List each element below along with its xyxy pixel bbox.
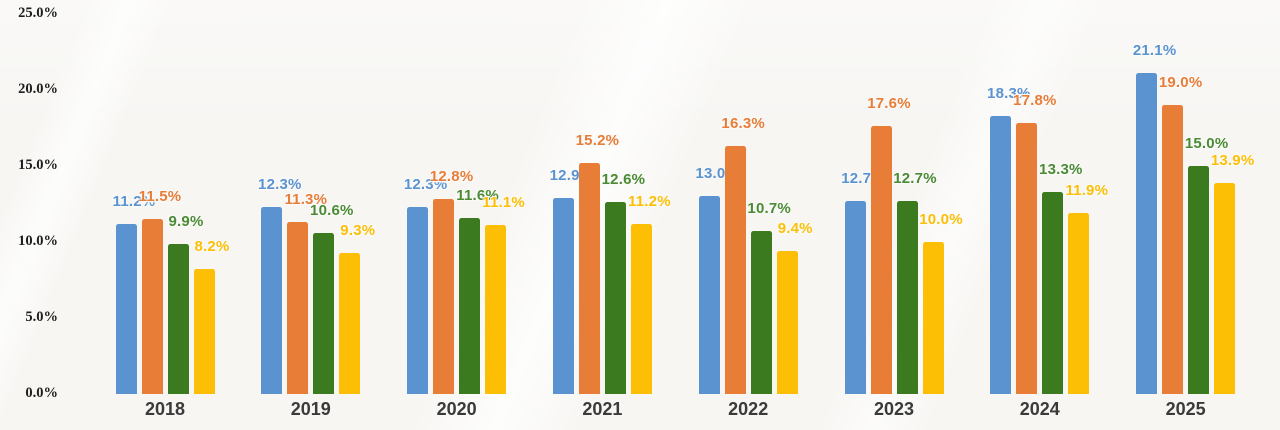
bar-orange-2023 — [870, 126, 892, 394]
bar-orange-2019 — [287, 222, 309, 394]
bar-green-2023 — [896, 200, 918, 394]
value-label-green-2022: 10.7% — [747, 200, 791, 218]
bar-blue-2018 — [115, 223, 137, 394]
value-label-green-2020: 11.6% — [456, 186, 499, 204]
bar-yellow-2019 — [339, 252, 361, 394]
bar-orange-2024 — [1016, 123, 1038, 394]
value-label-orange-2023: 17.6% — [867, 95, 911, 113]
x-axis-label-2022: 2022 — [728, 399, 769, 419]
value-label-blue-2024: 18.3% — [987, 84, 1031, 102]
bar-green-2018 — [167, 243, 189, 394]
value-label-yellow-2022: 9.4% — [777, 220, 813, 238]
value-label-green-2019: 10.6% — [310, 201, 354, 219]
bar-yellow-2022 — [776, 251, 798, 394]
value-label-orange-2025: 19.0% — [1158, 74, 1203, 92]
y-axis-tick-25-0pct: 25.0% — [18, 5, 58, 21]
value-label-yellow-2023: 10.0% — [919, 211, 963, 228]
x-axis-label-2019: 2019 — [290, 399, 331, 419]
bar-orange-2020 — [433, 199, 455, 394]
value-label-green-2023: 12.7% — [893, 169, 937, 187]
bar-yellow-2025 — [1214, 182, 1236, 394]
value-label-blue-2020: 12.3% — [403, 176, 448, 194]
bar-yellow-2020 — [485, 225, 507, 394]
bar-yellow-2021 — [630, 223, 652, 394]
bar-green-2022 — [750, 231, 772, 394]
value-label-yellow-2024: 11.9% — [1065, 182, 1109, 200]
bar-orange-2022 — [724, 146, 746, 394]
bar-blue-2021 — [552, 197, 574, 394]
bar-yellow-2023 — [922, 242, 944, 394]
bar-blue-2025 — [1136, 73, 1158, 394]
bar-yellow-2024 — [1068, 213, 1090, 394]
bar-yellow-2018 — [193, 269, 215, 394]
value-label-yellow-2025: 13.9% — [1210, 151, 1255, 169]
y-axis-tick-15-0pct: 15.0% — [18, 157, 58, 173]
value-label-orange-2021: 15.2% — [575, 131, 620, 149]
value-label-blue-2025: 21.1% — [1132, 42, 1177, 60]
value-label-green-2018: 9.9% — [168, 212, 204, 230]
x-axis-label-2018: 2018 — [144, 399, 186, 419]
value-label-orange-2020: 12.8% — [429, 168, 474, 186]
value-label-yellow-2019: 9.3% — [340, 221, 376, 239]
x-axis-label-2021: 2021 — [582, 399, 623, 419]
value-label-orange-2018: 11.5% — [138, 188, 182, 206]
value-label-blue-2018: 11.2% — [112, 192, 156, 210]
value-label-green-2025: 15.0% — [1184, 135, 1229, 152]
value-label-orange-2024: 17.8% — [1013, 92, 1057, 110]
bar-green-2019 — [313, 232, 335, 394]
value-label-orange-2019: 11.3% — [284, 191, 328, 209]
x-axis-label-2020: 2020 — [436, 399, 477, 419]
y-axis-tick-10-0pct: 10.0% — [18, 233, 58, 249]
bar-orange-2021 — [578, 162, 600, 394]
x-axis-label-2024: 2024 — [1019, 399, 1060, 419]
bar-green-2024 — [1042, 191, 1064, 394]
value-label-blue-2019: 12.3% — [258, 176, 302, 194]
x-axis-label-2025: 2025 — [1165, 399, 1206, 419]
bar-blue-2023 — [844, 200, 866, 394]
y-axis-tick-5-0pct: 5.0% — [25, 309, 58, 325]
value-label-orange-2022: 16.3% — [721, 115, 765, 133]
value-label-green-2024: 13.3% — [1039, 160, 1083, 178]
bar-blue-2024 — [990, 115, 1012, 394]
bar-blue-2020 — [407, 207, 429, 394]
bar-green-2025 — [1188, 166, 1210, 394]
bar-orange-2025 — [1162, 105, 1184, 394]
value-label-green-2021: 12.6% — [601, 171, 646, 189]
value-label-yellow-2021: 11.2% — [628, 192, 671, 210]
bar-green-2021 — [604, 202, 626, 394]
y-axis-tick-20-0pct: 20.0% — [18, 81, 58, 97]
value-label-yellow-2018: 8.2% — [194, 238, 230, 256]
bar-orange-2018 — [141, 219, 163, 394]
bar-blue-2019 — [261, 207, 283, 394]
y-axis-tick-0-0pct: 0.0% — [25, 385, 58, 401]
bar-green-2020 — [459, 217, 481, 394]
value-label-yellow-2020: 11.1% — [482, 194, 525, 212]
bar-blue-2022 — [698, 196, 720, 394]
x-axis-label-2023: 2023 — [873, 399, 915, 419]
